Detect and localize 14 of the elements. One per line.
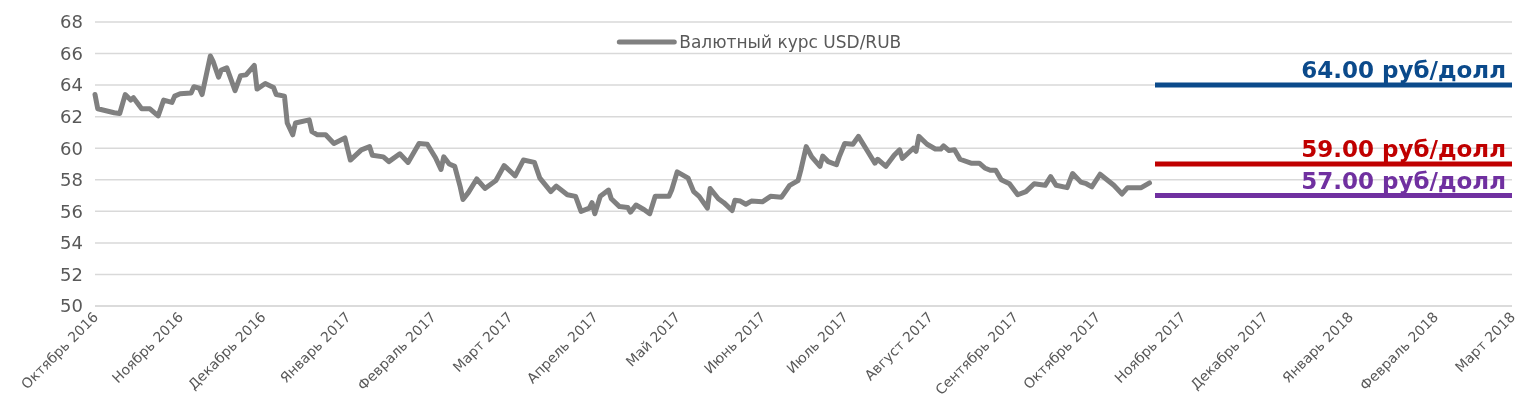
y-tick-label: 64 — [60, 74, 83, 96]
series-label: 64.00 руб/долл — [1301, 57, 1506, 84]
y-tick-label: 50 — [60, 295, 83, 317]
y-tick-label: 54 — [60, 232, 83, 254]
legend-label: Валютный курс USD/RUB — [679, 32, 902, 52]
y-tick-label: 60 — [60, 137, 83, 159]
y-tick-label: 66 — [60, 42, 83, 64]
y-tick-label: 68 — [60, 11, 83, 33]
y-tick-label: 62 — [60, 105, 83, 127]
y-tick-label: 56 — [60, 200, 83, 222]
y-tick-label: 52 — [60, 263, 83, 285]
series-label: 57.00 руб/долл — [1301, 167, 1506, 194]
series-label: 59.00 руб/долл — [1301, 136, 1506, 162]
y-tick-label: 58 — [60, 169, 83, 191]
